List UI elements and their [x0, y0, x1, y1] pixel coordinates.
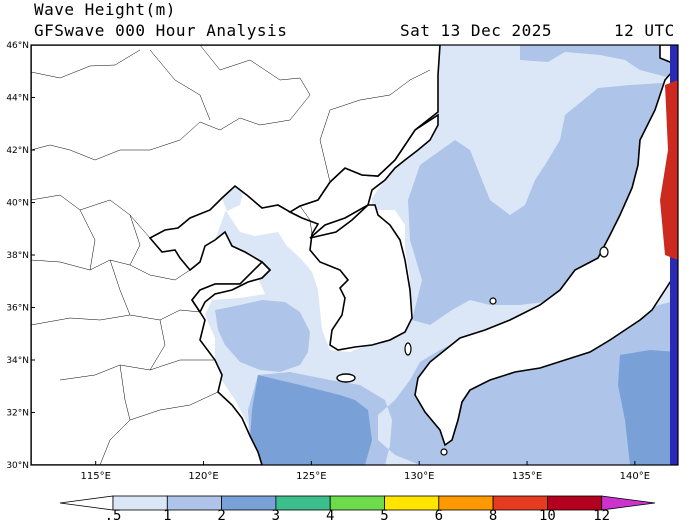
- colorbar-segment: [221, 495, 277, 511]
- lon-tick-label: 125°E: [296, 471, 326, 482]
- wave-band-2-3: [250, 350, 678, 465]
- yakushima-island: [440, 448, 448, 456]
- lon-tick-label: 140°E: [620, 471, 650, 482]
- latitude-axis: 30°N 32°N 34°N 36°N 38°N 40°N 42°N 44°N 46°N: [6, 41, 35, 471]
- colorbar-label: 3: [271, 508, 281, 524]
- colorbar-label: 5: [380, 508, 389, 524]
- tsushima-island: [404, 342, 412, 356]
- valid-time: 12 UTC: [614, 21, 675, 40]
- longitude-axis: 115°E 120°E 125°E 130°E 135°E 140°E: [80, 461, 650, 482]
- colorbar-label: 4: [325, 508, 335, 524]
- colorbar-label: 12: [593, 508, 611, 524]
- korea-peninsula: [288, 113, 439, 351]
- province-borders: [31, 45, 431, 465]
- oki-island: [489, 297, 497, 305]
- colorbar-label: .5: [104, 508, 122, 524]
- chart-title: Wave Height(m): [34, 0, 176, 19]
- lat-tick-label: 42°N: [6, 146, 29, 156]
- lat-tick-label: 46°N: [6, 41, 29, 51]
- colorbar-high-arrow: [601, 495, 656, 511]
- lat-tick-label: 34°N: [6, 356, 29, 366]
- lat-tick-label: 36°N: [6, 304, 29, 314]
- colorbar-label: 8: [488, 508, 498, 524]
- high-wave-patch: [660, 80, 678, 260]
- lon-tick-label: 120°E: [188, 471, 218, 482]
- colorbar: [59, 495, 656, 511]
- colorbar-label: 10: [538, 508, 556, 524]
- valid-date: Sat 13 Dec 2025: [400, 21, 552, 40]
- colorbar-label: 1: [163, 508, 172, 524]
- lat-tick-label: 32°N: [6, 409, 29, 419]
- colorbar-segment: [329, 495, 385, 511]
- colorbar-label: 6: [434, 508, 444, 524]
- lon-tick-label: 115°E: [80, 471, 110, 482]
- model-run-label: GFSwave 000 Hour Analysis: [34, 21, 288, 40]
- shandong-peninsula: [191, 260, 272, 314]
- japan-islands: [414, 63, 678, 447]
- colorbar-segment: [384, 495, 440, 511]
- lat-tick-label: 38°N: [6, 251, 29, 261]
- sado-island: [599, 246, 609, 258]
- lat-tick-label: 30°N: [6, 461, 29, 471]
- colorbar-label: 2: [217, 508, 226, 524]
- lon-tick-label: 130°E: [404, 471, 434, 482]
- colorbar-segment: [166, 495, 223, 511]
- lat-tick-label: 44°N: [6, 94, 29, 104]
- lon-tick-label: 135°E: [512, 471, 542, 482]
- jeju-island: [336, 373, 356, 383]
- colorbar-segment: [275, 495, 331, 511]
- colorbar-segment: [438, 495, 494, 511]
- lat-tick-label: 40°N: [6, 199, 29, 209]
